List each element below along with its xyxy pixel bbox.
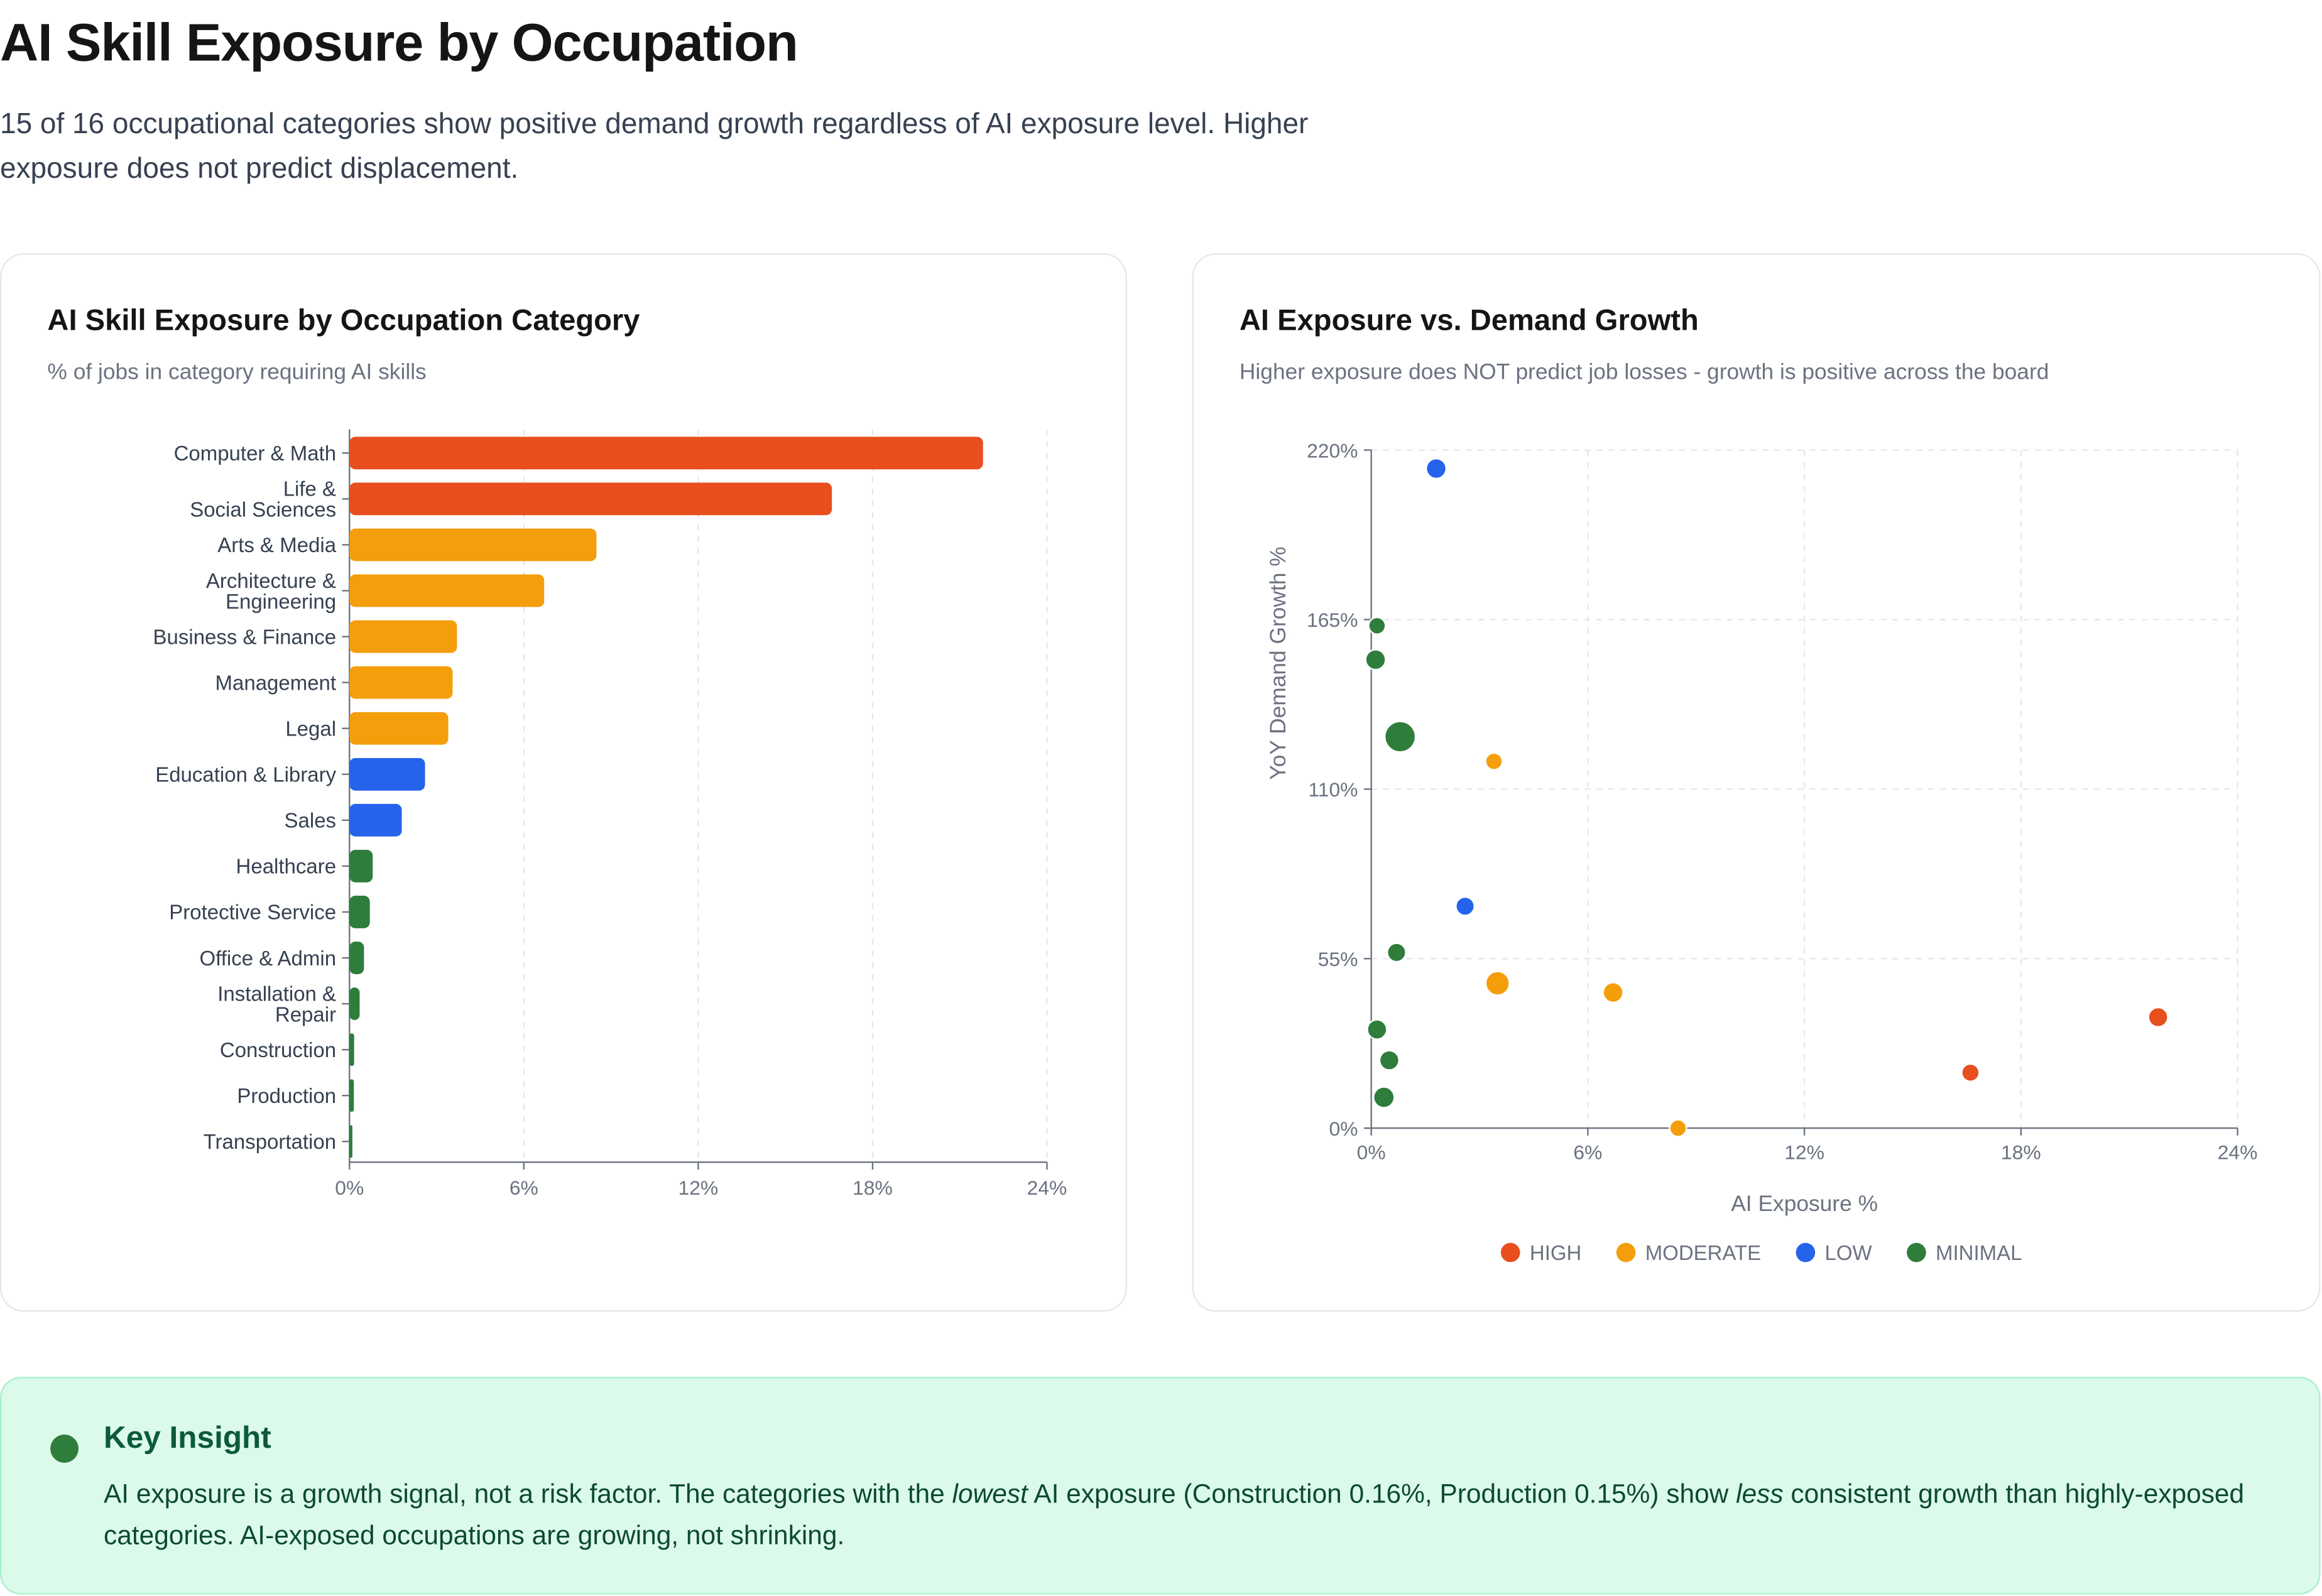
scatter-point (1455, 896, 1475, 916)
scatter-point (1373, 1086, 1395, 1109)
insight-text-part: AI exposure (Construction 0.16%, Product… (1027, 1479, 1736, 1509)
bar (349, 1125, 352, 1158)
insight-text: AI exposure is a growth signal, not a ri… (104, 1473, 2281, 1556)
scatter-point (1425, 457, 1447, 480)
y-tick-label: 220% (1307, 439, 1358, 462)
legend-label: LOW (1825, 1241, 1873, 1264)
insight-title: Key Insight (103, 1421, 271, 1456)
y-tick-label: 55% (1318, 948, 1358, 970)
y-tick-label: 165% (1307, 609, 1358, 631)
scatter-point (1485, 970, 1510, 996)
x-tick-label: 18% (2001, 1141, 2041, 1164)
scatter-point (1669, 1119, 1687, 1137)
legend-marker-icon (1907, 1242, 1926, 1262)
bar (349, 620, 457, 653)
scatter-point (1961, 1063, 1980, 1082)
x-tick-label: 12% (1784, 1141, 1824, 1164)
legend-marker-icon (1500, 1242, 1520, 1262)
bar (349, 482, 832, 516)
scatter-chart-card: AI Exposure vs. Demand Growth Higher exp… (1192, 253, 2321, 1312)
category-label: Protective Service (169, 901, 336, 924)
y-axis-label: YoY Demand Growth % (1266, 546, 1290, 779)
bar (349, 437, 983, 470)
page-title: AI Skill Exposure by Occupation (0, 11, 799, 73)
x-tick-label: 0% (335, 1176, 364, 1199)
bar (349, 666, 453, 699)
category-label: Legal (285, 717, 336, 740)
category-label: Computer & Math (174, 442, 336, 465)
x-tick-label: 12% (679, 1176, 719, 1199)
bar (349, 896, 370, 928)
bar (349, 757, 425, 791)
category-label: Office & Admin (199, 947, 336, 970)
bar-chart-subtitle: % of jobs in category requiring AI skill… (47, 359, 427, 385)
insight-emphasis: lowest (952, 1479, 1028, 1509)
insight-dot-icon (50, 1435, 79, 1463)
scatter-point (2147, 1006, 2169, 1028)
x-tick-label: 6% (510, 1176, 538, 1199)
scatter-point (1387, 942, 1407, 963)
category-label: Production (237, 1084, 336, 1107)
bar (349, 1033, 354, 1067)
bar-chart-card: AI Skill Exposure by Occupation Category… (0, 253, 1127, 1312)
category-label: Sales (285, 809, 337, 832)
scatter-chart-subtitle: Higher exposure does NOT predict job los… (1239, 359, 2049, 385)
scatter-point (1384, 720, 1417, 753)
category-label: Life & Social Sciences (190, 477, 336, 521)
category-label: Healthcare (236, 855, 337, 878)
scatter-point (1366, 1019, 1388, 1040)
category-label: Business & Finance (153, 625, 337, 648)
bar (349, 1079, 354, 1112)
category-label: Architecture & Engineering (206, 569, 336, 613)
bar (349, 574, 545, 607)
page-subtitle: 15 of 16 occupational categories show po… (0, 108, 1309, 185)
legend-marker-icon (1616, 1242, 1636, 1262)
x-tick-label: 0% (1357, 1141, 1386, 1164)
bar (349, 528, 597, 562)
x-tick-label: 24% (2218, 1141, 2258, 1164)
legend-label: HIGH (1530, 1241, 1581, 1264)
x-axis-label: AI Exposure % (1731, 1192, 1878, 1216)
x-tick-label: 18% (853, 1176, 893, 1199)
category-label: Installation & Repair (217, 982, 336, 1026)
key-insight-box: Key Insight AI exposure is a growth sign… (0, 1377, 2321, 1595)
legend-marker-icon (1796, 1242, 1816, 1262)
category-label: Transportation (204, 1130, 336, 1153)
y-tick-label: 0% (1329, 1117, 1358, 1140)
category-label: Management (215, 671, 337, 694)
legend-label: MODERATE (1645, 1241, 1761, 1264)
scatter-point (1368, 616, 1387, 635)
legend-label: MINIMAL (1936, 1241, 2022, 1264)
scatter-point (1378, 1050, 1400, 1071)
scatter-point (1602, 982, 1624, 1004)
bar-chart: 0% 6% 12% 18% 24% Computer & Math Life & Social… (153, 429, 1067, 1199)
bar (349, 712, 449, 745)
category-label: Construction (220, 1038, 336, 1061)
scatter-point (1485, 752, 1503, 771)
bar (349, 987, 360, 1021)
x-tick-label: 24% (1027, 1176, 1067, 1199)
scatter-chart-title: AI Exposure vs. Demand Growth (1239, 305, 1699, 338)
insight-text-part: AI exposure is a growth signal, not a ri… (103, 1479, 952, 1509)
insight-emphasis: less (1736, 1479, 1784, 1509)
category-label: Education & Library (155, 763, 336, 786)
x-tick-label: 6% (1573, 1141, 1602, 1164)
bar (349, 849, 373, 882)
bar (349, 803, 402, 837)
category-label: Arts & Media (217, 533, 336, 556)
y-tick-label: 110% (1308, 778, 1358, 801)
bar (349, 942, 364, 974)
scatter-chart: 0% 6% 12% 18% 24% 0% 55% 110% 165% 220% AI Exposur… (1266, 439, 2258, 1264)
bar-chart-title: AI Skill Exposure by Occupation Category (47, 305, 640, 338)
scatter-point (1365, 649, 1387, 671)
insight-text-part: consistent growth than highly-exposed ca… (103, 1479, 2245, 1550)
